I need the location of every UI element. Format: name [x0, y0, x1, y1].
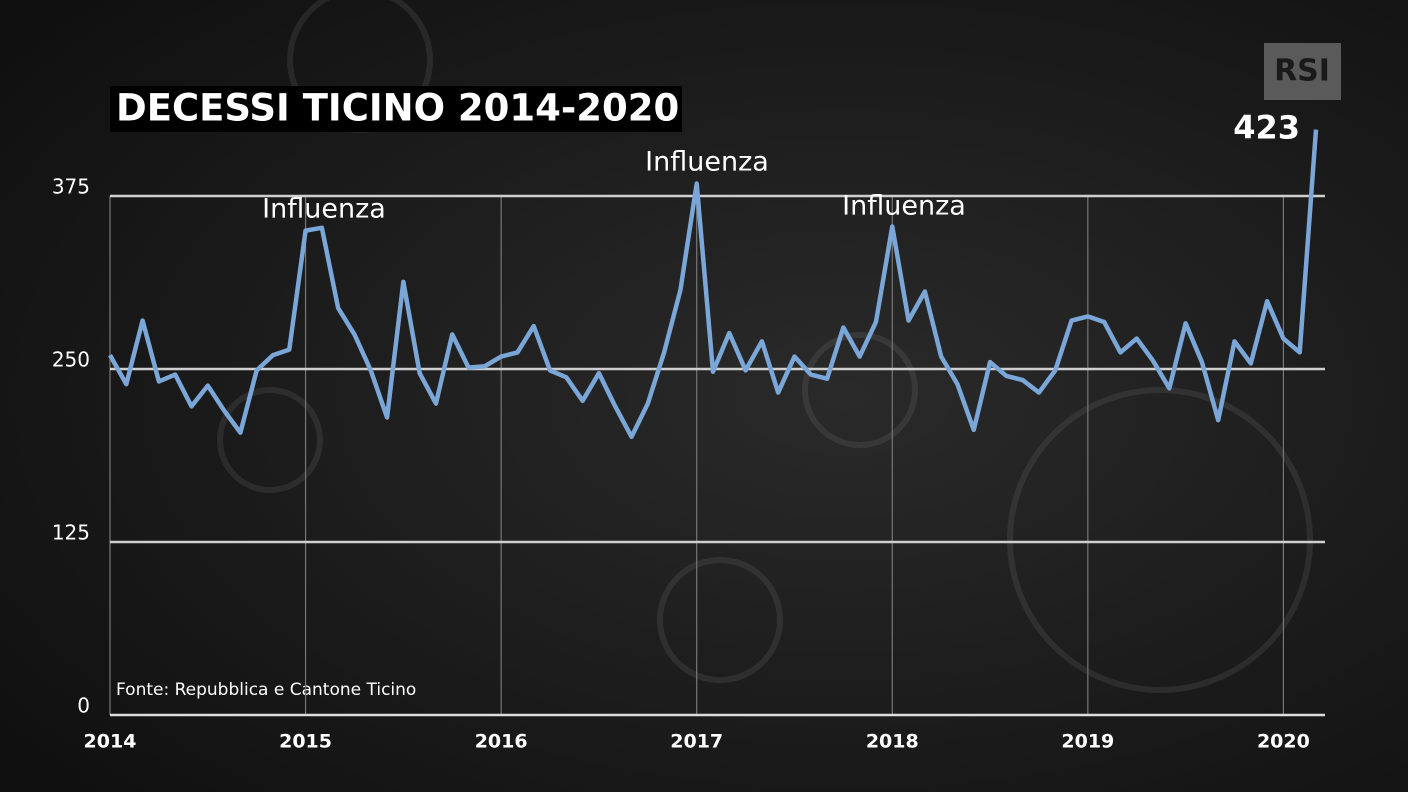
value-label: 423: [1233, 109, 1300, 147]
logo: RSI: [1274, 54, 1330, 89]
chart-title: DECESSI TICINO 2014-2020: [116, 87, 679, 130]
x-tick-label: 2019: [1061, 731, 1114, 753]
x-tick-label: 2014: [84, 731, 137, 753]
x-tick-label: 2020: [1257, 731, 1310, 753]
series-line: [108, 129, 1319, 440]
source: Fonte: Repubblica e Cantone Ticino: [116, 680, 416, 700]
x-tick-label: 2016: [475, 731, 528, 753]
x-tick-label: 2015: [279, 731, 332, 753]
y-tick-label: 125: [52, 521, 90, 545]
annotation: Influenza: [645, 147, 769, 178]
logo-box: [1264, 43, 1341, 100]
title-box: [110, 86, 682, 132]
y-tick-label: 0: [77, 694, 90, 718]
x-tick-label: 2018: [866, 731, 919, 753]
annotation: Influenza: [842, 191, 966, 222]
annotation: Influenza: [262, 194, 386, 225]
x-tick-label: 2017: [670, 731, 723, 753]
y-tick-label: 250: [52, 348, 90, 372]
y-tick-label: 375: [52, 175, 90, 199]
